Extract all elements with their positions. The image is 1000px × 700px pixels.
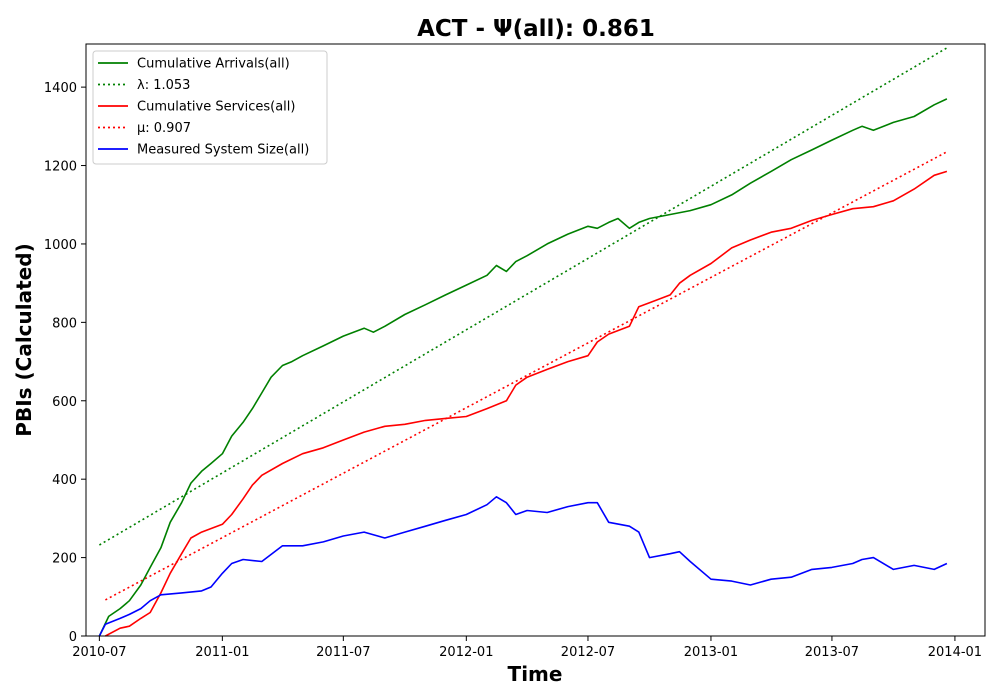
y-tick-label: 400	[52, 473, 77, 488]
legend-label: Cumulative Arrivals(all)	[137, 57, 290, 72]
y-tick-label: 600	[52, 395, 77, 410]
series-line-measured-system-size-all	[98, 495, 948, 637]
x-tick-label: 2013-01	[684, 645, 738, 660]
y-tick-label: 0	[69, 630, 77, 645]
x-tick-label: 2011-01	[195, 645, 249, 660]
y-tick-label: 1200	[44, 160, 77, 175]
y-axis-title: PBIs (Calculated)	[12, 243, 36, 436]
legend-label: Measured System Size(all)	[137, 143, 309, 158]
plot-frame	[85, 43, 986, 637]
x-tick-label: 2012-01	[439, 645, 493, 660]
x-tick-label: 2013-07	[805, 645, 859, 660]
legend-box	[92, 50, 328, 165]
series-line-cumulative-services-all	[105, 170, 948, 637]
y-axis: 0 200 400 600 800 1000 1200 1400	[44, 81, 86, 645]
x-tick-label: 2010-07	[72, 645, 126, 660]
x-tick-label: 2011-07	[316, 645, 370, 660]
y-tick-label: 200	[52, 552, 77, 567]
legend-label: μ: 0.907	[137, 121, 191, 136]
series-line-0-907	[105, 151, 948, 601]
series-line-1-053	[98, 47, 948, 546]
y-tick-label: 1000	[44, 238, 77, 253]
y-tick-label: 1400	[44, 81, 77, 96]
legend-label: λ: 1.053	[137, 78, 190, 93]
series-line-cumulative-arrivals-all	[98, 98, 948, 637]
y-tick-label: 800	[52, 316, 77, 331]
x-tick-label: 2014-01	[928, 645, 982, 660]
x-axis: 2010-07 2011-01 2011-07 2012-01 2012-07 2013-…	[72, 636, 982, 660]
legend-label: Cumulative Services(all)	[137, 100, 295, 115]
chart-title: ACT - Ψ(all): 0.861	[417, 16, 655, 42]
x-axis-title: Time	[508, 662, 563, 686]
x-tick-label: 2012-07	[561, 645, 615, 660]
series-layer	[98, 47, 948, 637]
legend: Cumulative Arrivals(all) λ: 1.053 Cumulati…	[92, 50, 328, 165]
